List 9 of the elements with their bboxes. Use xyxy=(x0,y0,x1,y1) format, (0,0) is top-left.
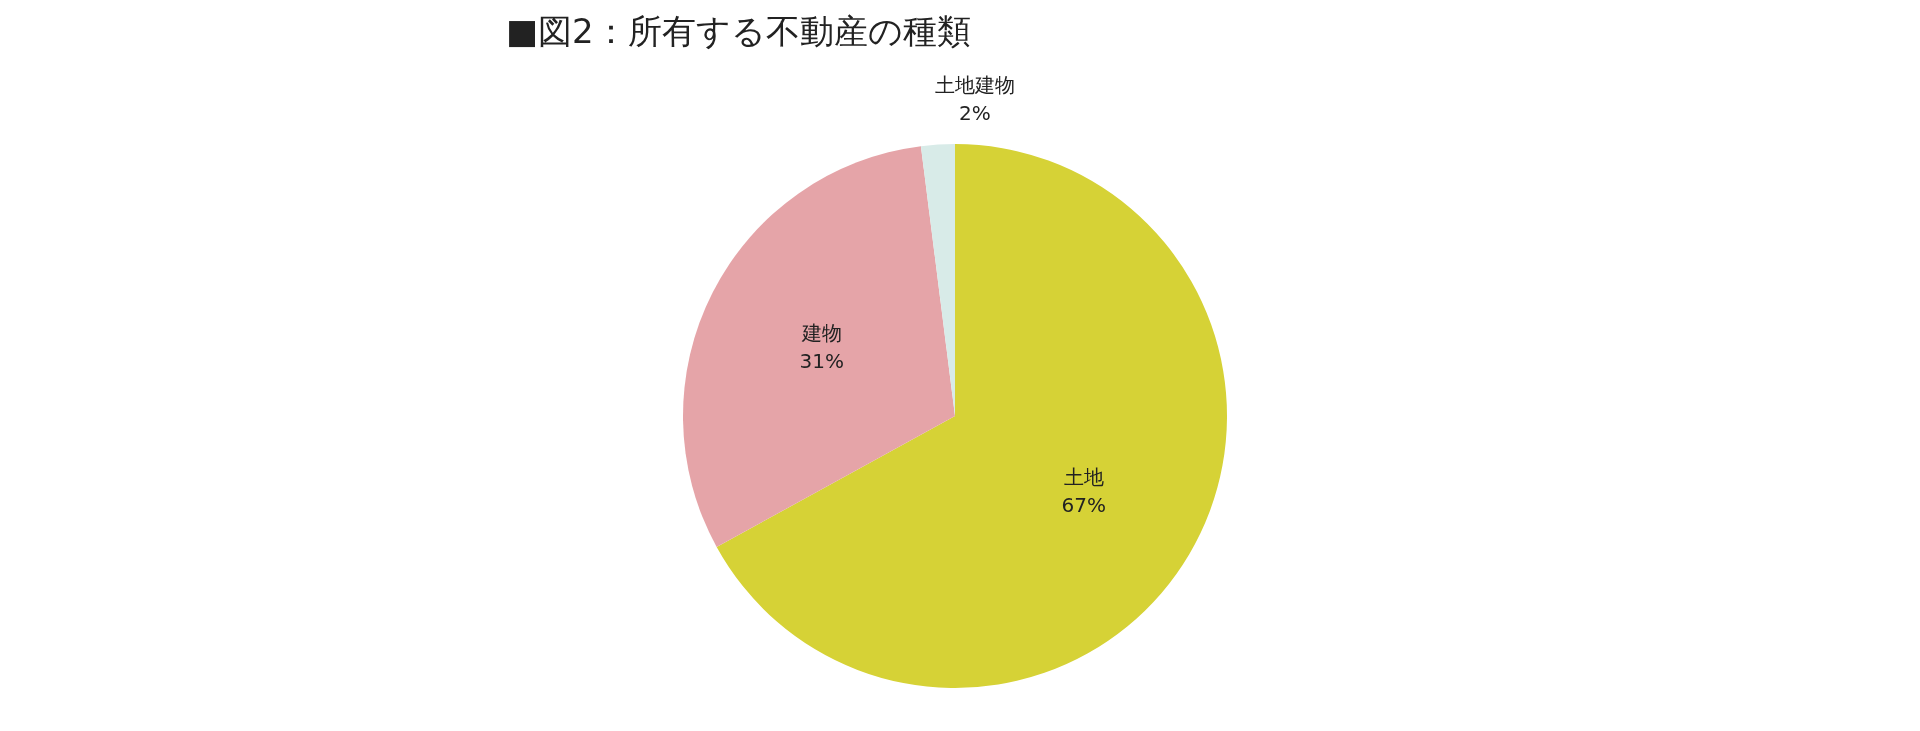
pie-slice xyxy=(716,144,1227,688)
slice-label: 土地 xyxy=(1063,465,1104,490)
pie-slice xyxy=(683,146,955,548)
slice-label: 土地建物 xyxy=(934,72,1015,97)
slice-label: 建物 xyxy=(800,321,842,346)
data-label: 31% xyxy=(799,349,844,374)
chart-title: ■図2：所有する不動産の種類 xyxy=(506,11,971,51)
data-label: 2% xyxy=(959,100,991,125)
data-label: 67% xyxy=(1061,493,1106,518)
